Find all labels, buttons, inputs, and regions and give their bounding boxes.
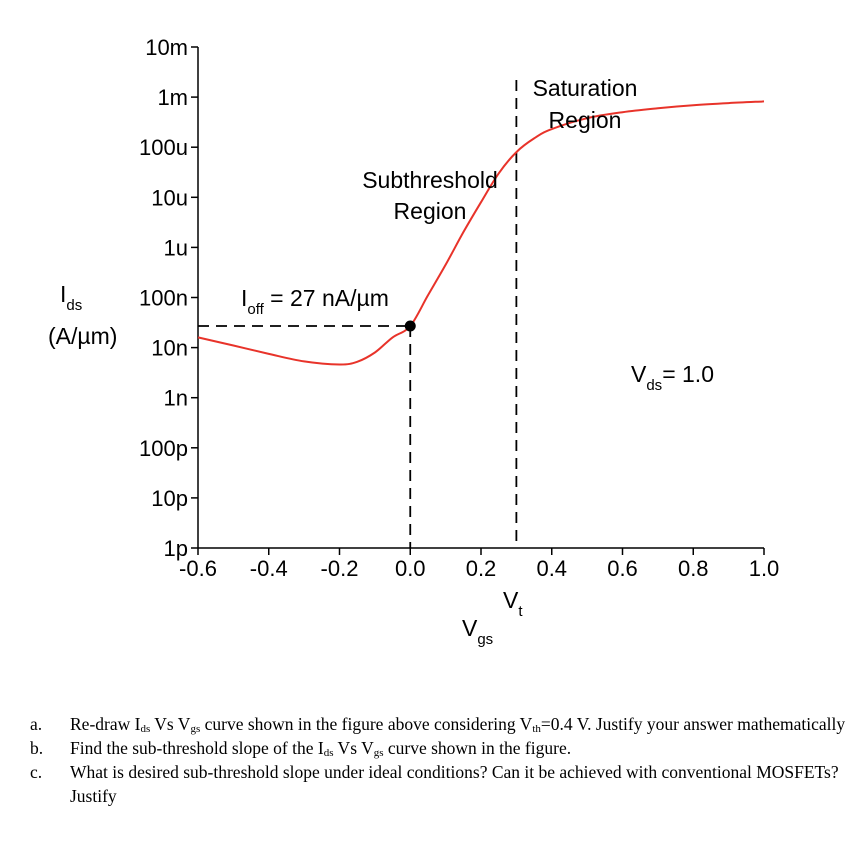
vt-label: Vt <box>503 587 523 620</box>
subthreshold-region-label-line1: Subthreshold <box>362 167 498 193</box>
subthreshold-region-label-line2: Region <box>394 198 467 224</box>
x-axis-ticks: -0.6 -0.4 -0.2 0.0 0.2 0.4 0.6 0.8 1.0 <box>179 548 779 581</box>
question-text: What is desired sub-threshold slope unde… <box>70 762 839 806</box>
y-tick-label: 100n <box>139 286 188 311</box>
ioff-marker-dot <box>404 320 416 332</box>
y-tick-label: 100p <box>139 436 188 461</box>
question-text: Re-draw Ids Vs Vgs curve shown in the fi… <box>70 714 846 735</box>
x-tick-label: 0.4 <box>536 556 567 581</box>
question-item: a. Re-draw Ids Vs Vgs curve shown in the … <box>30 712 860 736</box>
y-tick-label: 1m <box>157 85 188 110</box>
y-tick-label: 1n <box>164 386 188 411</box>
x-tick-label: 0.8 <box>678 556 709 581</box>
x-tick-label: 0.0 <box>395 556 426 581</box>
x-axis-label: Vgs <box>462 615 493 648</box>
y-axis-ticks: 1p 10p 100p 1n 10n 100n 1u 10u 100u 1m 10m <box>139 35 198 561</box>
y-tick-label: 1u <box>164 235 188 260</box>
ids-vgs-curve <box>197 100 765 366</box>
y-tick-label: 10m <box>145 35 188 60</box>
guide-lines <box>198 80 518 548</box>
saturation-region-label-line1: Saturation <box>533 75 638 101</box>
ioff-label: Ioff = 27 nA/µm <box>241 285 389 318</box>
vds-label: Vds= 1.0 <box>631 361 714 394</box>
y-tick-label: 100u <box>139 135 188 160</box>
question-item: b. Find the sub-threshold slope of the Id… <box>30 736 860 760</box>
question-text: Find the sub-threshold slope of the Ids … <box>70 738 572 759</box>
question-list: a. Re-draw Ids Vs Vgs curve shown in the … <box>30 712 860 808</box>
y-axis-label: Ids <box>60 281 82 314</box>
question-item: c. What is desired sub-threshold slope un… <box>30 760 860 808</box>
question-label: c. <box>30 762 43 782</box>
y-tick-label: 10n <box>151 336 188 361</box>
x-tick-label: -0.6 <box>179 556 217 581</box>
x-tick-label: -0.4 <box>250 556 288 581</box>
y-tick-label: 10u <box>151 185 188 210</box>
x-tick-label: 1.0 <box>749 556 780 581</box>
question-label: a. <box>30 714 43 734</box>
y-axis-units: (A/µm) <box>48 323 117 349</box>
x-tick-label: 0.2 <box>466 556 497 581</box>
x-tick-label: -0.2 <box>321 556 359 581</box>
saturation-region-label-line2: Region <box>549 107 622 133</box>
question-label: b. <box>30 738 44 758</box>
y-tick-label: 10p <box>151 486 188 511</box>
y-tick-label: 1p <box>164 536 188 561</box>
x-tick-label: 0.6 <box>607 556 638 581</box>
